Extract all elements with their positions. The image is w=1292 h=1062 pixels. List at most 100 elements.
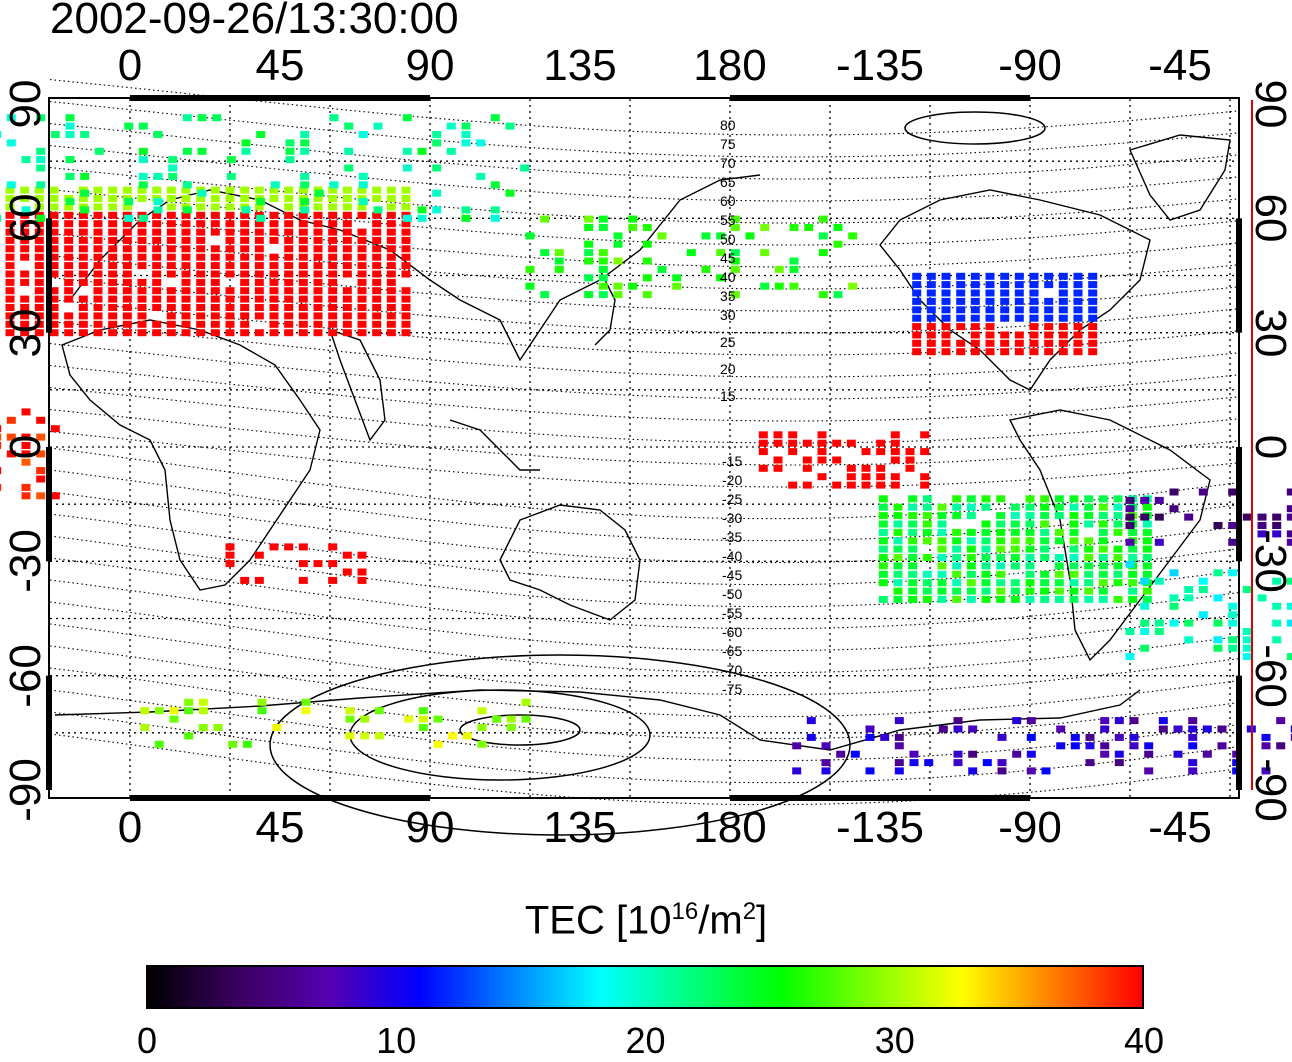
tec-cell — [93, 270, 103, 278]
tec-cell — [20, 195, 30, 202]
tec-cell — [865, 767, 875, 775]
tec-cell — [372, 236, 382, 244]
tec-cell — [1069, 520, 1079, 528]
tec-cell — [628, 215, 638, 223]
tec-cell — [908, 562, 918, 570]
tec-cell — [78, 220, 88, 228]
tec-cell — [344, 147, 354, 155]
tec-cell — [357, 270, 367, 278]
tec-cell — [5, 262, 15, 270]
tec-cell — [298, 320, 308, 328]
tec-cell — [329, 181, 339, 189]
tec-cell — [313, 278, 323, 286]
tec-cell — [166, 211, 176, 219]
tec-cell — [64, 270, 74, 278]
tec-cell — [240, 270, 250, 278]
tec-cell — [181, 245, 191, 253]
tec-cell — [1025, 587, 1035, 595]
tec-cell — [966, 579, 976, 587]
tec-cell — [93, 287, 103, 295]
tec-cell — [1228, 602, 1238, 610]
tec-cell — [197, 114, 207, 122]
tec-cell — [817, 448, 827, 456]
tec-cell — [1286, 488, 1292, 496]
tec-cell — [373, 206, 383, 214]
tec-cell — [432, 189, 442, 197]
tec-cell — [401, 203, 411, 211]
tec-cell — [5, 320, 15, 328]
tec-cell — [878, 579, 888, 587]
tec-cell — [981, 495, 991, 503]
tec-cell — [878, 537, 888, 545]
tec-cell — [520, 164, 530, 172]
tec-cell — [401, 312, 411, 320]
tec-cell — [181, 228, 191, 236]
tec-cell — [1040, 595, 1050, 603]
tec-cell — [402, 114, 412, 122]
tec-cell — [49, 195, 59, 202]
tec-cell — [1070, 742, 1080, 750]
tec-cell — [521, 715, 531, 723]
tec-cell — [152, 295, 162, 303]
tec-cell — [996, 595, 1006, 603]
contour-label: 30 — [720, 307, 736, 323]
tec-cell — [598, 282, 608, 290]
tec-cell — [1014, 348, 1024, 356]
lon-tick-bottom: 90 — [405, 803, 455, 852]
tec-cell — [137, 312, 147, 320]
tec-cell — [878, 545, 888, 553]
tec-cell — [152, 220, 162, 228]
tec-cell — [225, 236, 235, 244]
tec-cell — [34, 278, 44, 286]
tec-cell — [357, 312, 367, 320]
tec-cell — [1100, 742, 1110, 750]
tec-cell — [360, 732, 370, 740]
tec-cell — [1073, 272, 1083, 280]
tec-cell — [642, 224, 652, 231]
tec-cell — [908, 595, 918, 603]
tec-cell — [137, 304, 147, 311]
tec-cell — [166, 329, 176, 337]
tec-cell — [122, 270, 132, 278]
tec-cell — [642, 240, 652, 248]
colorbar-title: TEC [1016/m2] — [524, 898, 768, 943]
tec-cell — [124, 198, 134, 206]
tec-cell — [386, 287, 396, 295]
tec-cell — [20, 245, 30, 253]
tec-cell — [210, 195, 220, 202]
tec-cell — [1098, 595, 1108, 603]
lat-tick-right: -30 — [1246, 529, 1292, 593]
tec-cell — [1014, 297, 1024, 305]
tec-cell — [49, 186, 59, 194]
tec-cell — [1069, 512, 1079, 520]
tec-cell — [1014, 339, 1024, 347]
tec-cell — [433, 740, 443, 748]
tec-cell — [730, 215, 740, 223]
tec-cell — [64, 287, 74, 295]
tec-cell — [1142, 503, 1152, 511]
tec-cell — [1040, 503, 1050, 511]
tec-cell — [401, 287, 411, 295]
tec-cell — [122, 295, 132, 303]
tec-cell — [716, 232, 726, 240]
tec-cell — [358, 131, 368, 138]
tec-cell — [358, 181, 368, 189]
tec-cell — [1073, 348, 1083, 356]
tec-cell — [1140, 577, 1150, 585]
tec-cell — [1088, 297, 1098, 305]
tec-cell — [1188, 733, 1198, 741]
tec-cell — [137, 329, 147, 337]
tec-cell — [893, 545, 903, 553]
tec-cell — [818, 232, 828, 240]
tec-cell — [298, 312, 308, 320]
tec-cell — [372, 329, 382, 337]
tec-cell — [1026, 750, 1036, 758]
tec-cell — [952, 528, 962, 536]
contour-line — [49, 145, 1239, 202]
tec-cell — [908, 512, 918, 520]
tec-cell — [1272, 577, 1282, 585]
tec-cell — [893, 528, 903, 536]
tec-cell — [1012, 750, 1022, 758]
tec-cell — [357, 295, 367, 303]
tec-cell — [196, 195, 206, 202]
